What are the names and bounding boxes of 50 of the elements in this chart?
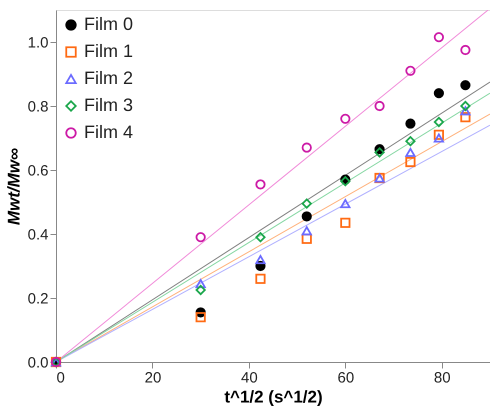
point [255, 179, 266, 190]
point [434, 116, 444, 128]
point [340, 199, 350, 208]
x-axis-title: t^1/2 (s^1/2) [224, 388, 323, 406]
y-tick-label: 0.2 [28, 290, 48, 308]
point [255, 232, 266, 242]
point [374, 147, 385, 158]
point [374, 100, 385, 112]
point [302, 198, 312, 209]
point [434, 88, 444, 98]
point [405, 148, 416, 157]
x-tick-label: 0 [56, 370, 65, 386]
point [405, 136, 416, 146]
point [460, 80, 470, 90]
x-tick-label: 60 [337, 370, 354, 386]
y-tick-label: 0.4 [28, 226, 48, 244]
legend-label: Film 0 [84, 14, 133, 34]
point [405, 118, 416, 129]
point [340, 218, 350, 228]
legend-label: Film 4 [84, 122, 133, 142]
y-tick-label: 0.8 [28, 98, 48, 116]
point [196, 284, 206, 296]
point [302, 211, 312, 222]
point [302, 226, 312, 236]
point [196, 279, 206, 288]
point [255, 274, 266, 284]
x-tick-label: 80 [434, 370, 451, 386]
y-axis-title: Mwt/Mw∞ [4, 148, 24, 226]
legend-label: Film 3 [84, 95, 133, 115]
point [196, 312, 206, 322]
point [302, 142, 312, 153]
x-tick-label: 40 [241, 370, 258, 386]
legend-label: Film 1 [84, 41, 133, 61]
point [196, 232, 206, 242]
legend-label: Film 2 [84, 68, 133, 88]
point [460, 100, 470, 112]
point [255, 255, 266, 264]
point [434, 130, 444, 140]
point [405, 156, 416, 168]
y-tick-label: 0.6 [28, 162, 48, 180]
point [405, 66, 416, 76]
point [434, 32, 444, 42]
x-tick-label: 20 [144, 370, 162, 386]
point [434, 133, 444, 143]
point [460, 112, 470, 122]
point [340, 114, 350, 124]
y-tick-label: 0.0 [28, 354, 48, 372]
point [460, 44, 470, 56]
point [460, 106, 470, 116]
y-tick-label: 1.0 [28, 34, 48, 52]
